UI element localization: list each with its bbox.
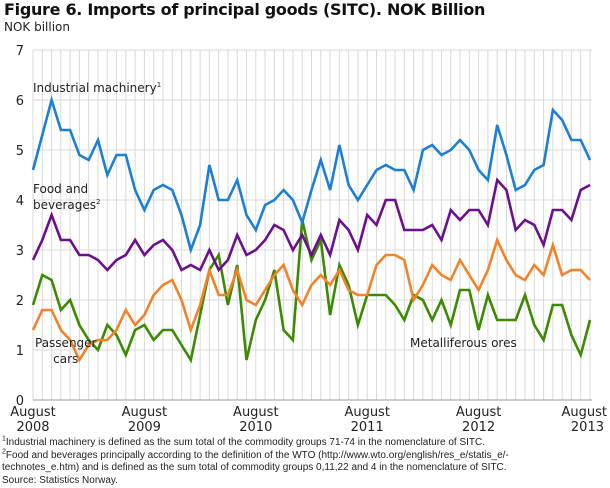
x-tick-label: August xyxy=(344,405,390,420)
series-line-food-and-beverages xyxy=(31,177,591,273)
y-tick-label: 6 xyxy=(16,94,24,109)
y-tick-label: 2 xyxy=(16,294,24,309)
chart-title: Figure 6. Imports of principal goods (SI… xyxy=(4,0,486,19)
y-axis-label: NOK billion xyxy=(4,20,71,34)
x-tick-label: August xyxy=(233,405,279,420)
y-tick-label: 3 xyxy=(16,244,24,259)
x-tick-label: 2008 xyxy=(16,420,49,435)
series-label-metalliferous-ores: Metalliferous ores xyxy=(410,336,517,350)
series-label-passenger-cars: Passenger cars xyxy=(35,336,97,366)
x-tick-label: 2011 xyxy=(351,420,384,435)
series-label-food-and-beverages: Food and beverages2 xyxy=(33,182,101,212)
y-tick-label: 4 xyxy=(16,194,24,209)
y-tick-label: 0 xyxy=(16,394,24,409)
x-tick-label: August xyxy=(122,405,168,420)
x-tick-label: 2012 xyxy=(462,420,495,435)
x-tick-label: August xyxy=(562,405,608,420)
footnote-1: 1Industrial machinery is defined as the … xyxy=(2,435,486,448)
x-tick-label: August xyxy=(456,405,502,420)
y-tick-label: 1 xyxy=(16,344,24,359)
x-tick-label: 2013 xyxy=(571,420,604,435)
y-tick-label: 7 xyxy=(16,44,24,59)
y-tick-label: 5 xyxy=(16,144,24,159)
x-tick-label: 2010 xyxy=(239,420,272,435)
x-tick-label: 2009 xyxy=(128,420,161,435)
footnote-2: 2Food and beverages principally accordin… xyxy=(2,448,509,473)
x-tick-label: August xyxy=(10,405,56,420)
source-note: Source: Statistics Norway. xyxy=(2,475,118,486)
series-label-industrial-machinery: Industrial machinery1 xyxy=(33,81,162,95)
series-line-industrial-machinery xyxy=(31,95,592,255)
series-line-passenger-cars xyxy=(31,236,591,363)
series-line-metalliferous-ores xyxy=(31,219,592,364)
